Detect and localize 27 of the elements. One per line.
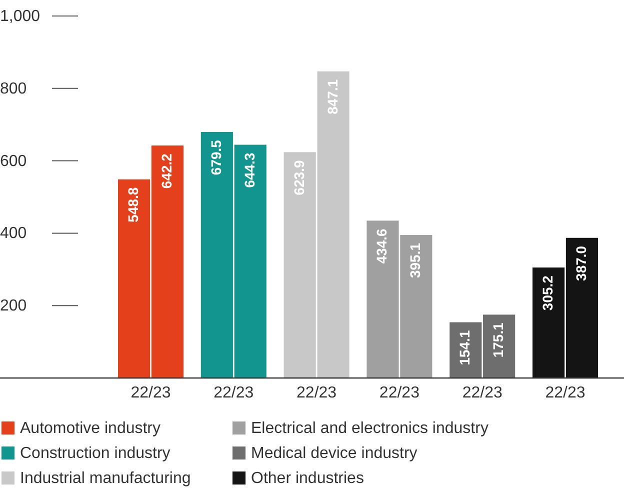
data-label: 305.2: [540, 275, 556, 311]
data-label: 679.5: [208, 140, 224, 176]
x-tick-label: 22/23: [462, 384, 502, 402]
legend-label: Electrical and electronics industry: [251, 420, 488, 437]
x-tick-label: 22/23: [296, 384, 337, 402]
y-tick-label: 600: [0, 152, 27, 170]
data-label: 434.6: [374, 228, 390, 264]
y-tick-label: 400: [0, 225, 27, 242]
data-label: 642.2: [158, 153, 174, 189]
data-label: 644.3: [241, 152, 258, 188]
legend-label: Industrial manufacturing: [20, 470, 191, 487]
x-tick-label: 22/23: [130, 384, 171, 402]
legend-label: Other industries: [251, 470, 364, 487]
x-tick-label: 22/23: [545, 384, 586, 402]
data-label: 387.0: [572, 246, 589, 281]
data-label: 154.1: [456, 330, 473, 366]
x-tick-label: 22/23: [379, 384, 420, 402]
y-tick-label: 800: [0, 80, 27, 98]
y-tick-label: 200: [0, 298, 27, 315]
legend-label: Construction industry: [20, 445, 170, 462]
legend-label: Medical device industry: [251, 445, 418, 462]
legend-label: Automotive industry: [20, 420, 161, 437]
data-label: 175.1: [490, 322, 506, 358]
x-tick-label: 22/23: [214, 384, 254, 402]
data-label: 395.1: [407, 242, 424, 278]
data-label: 548.8: [125, 187, 142, 222]
y-tick-label: 1,000: [0, 8, 40, 25]
